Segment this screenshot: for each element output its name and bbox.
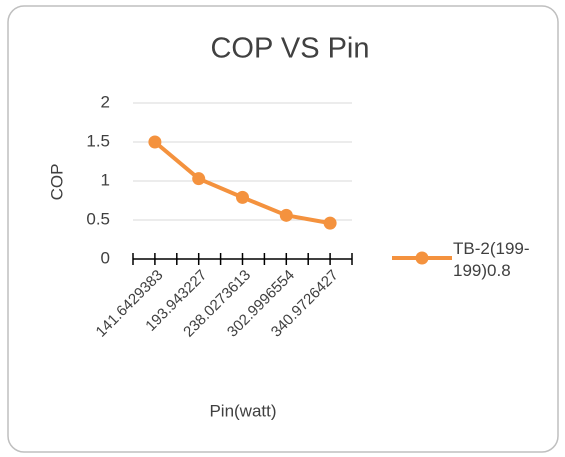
data-point [236,190,249,204]
chart-title: COP VS Pin [210,33,369,65]
chart-border [7,5,559,453]
y-tick-label: 2 [101,92,110,111]
x-axis-label: Pin(watt) [209,401,276,420]
y-tick-label: 1 [101,170,110,189]
data-point [192,172,206,186]
data-point [279,208,293,222]
legend-marker [415,251,429,265]
data-point [323,216,337,230]
y-tick-label: 0 [101,248,110,267]
legend-label: TB-2(199-199)0.8 [453,239,530,280]
y-axis-label: COP [47,164,66,201]
y-tick-label: 0.5 [86,209,110,228]
data-point [148,135,162,149]
y-tick-label: 1.5 [86,131,110,150]
